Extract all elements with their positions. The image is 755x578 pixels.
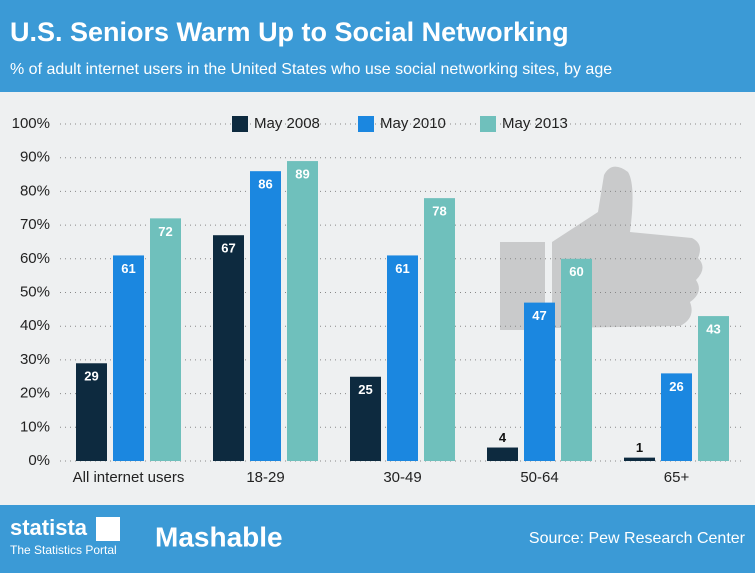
value-label: 25 — [358, 382, 372, 397]
bar — [561, 258, 592, 461]
x-tick-label: 30-49 — [383, 469, 421, 486]
y-tick-label: 100% — [12, 115, 50, 132]
bar — [424, 198, 455, 461]
value-label: 61 — [395, 261, 409, 276]
value-label: 43 — [706, 322, 720, 337]
y-tick-label: 40% — [20, 317, 50, 334]
bar — [524, 302, 555, 461]
value-label: 1 — [636, 440, 643, 455]
bar — [250, 171, 281, 461]
footer-bg — [0, 505, 755, 573]
footer-partner: Mashable — [155, 521, 283, 552]
x-tick-label: 65+ — [664, 469, 690, 486]
legend-label: May 2008 — [254, 115, 320, 132]
y-tick-label: 70% — [20, 216, 50, 233]
legend-swatch — [232, 116, 248, 132]
footer-source: Source: Pew Research Center — [529, 530, 746, 547]
value-label: 4 — [499, 430, 507, 445]
value-label: 61 — [121, 261, 135, 276]
legend-label: May 2010 — [380, 115, 446, 132]
bar — [698, 316, 729, 461]
value-label: 78 — [432, 204, 446, 219]
bar — [76, 363, 107, 461]
legend-swatch — [480, 116, 496, 132]
value-label: 72 — [158, 224, 172, 239]
bar — [350, 376, 381, 461]
value-label: 86 — [258, 177, 272, 192]
value-label: 67 — [221, 241, 235, 256]
value-label: 26 — [669, 379, 683, 394]
bar — [213, 235, 244, 461]
bar — [150, 218, 181, 461]
bar — [624, 457, 655, 461]
legend-label: May 2013 — [502, 115, 568, 132]
value-label: 29 — [84, 369, 98, 384]
chart-title: U.S. Seniors Warm Up to Social Networkin… — [10, 17, 569, 47]
footer-logo: statista — [10, 515, 88, 540]
y-tick-label: 80% — [20, 182, 50, 199]
y-tick-label: 0% — [28, 452, 50, 469]
header-bg — [0, 0, 755, 92]
x-tick-label: All internet users — [73, 469, 185, 486]
bar — [387, 255, 418, 461]
bar — [287, 161, 318, 461]
y-tick-label: 20% — [20, 385, 50, 402]
legend-swatch — [358, 116, 374, 132]
bar — [661, 373, 692, 461]
y-tick-label: 50% — [20, 283, 50, 300]
y-tick-label: 60% — [20, 250, 50, 267]
y-tick-label: 90% — [20, 149, 50, 166]
bar — [487, 447, 518, 461]
x-tick-label: 50-64 — [520, 469, 558, 486]
chart-subtitle: % of adult internet users in the United … — [10, 61, 612, 78]
footer-tagline: The Statistics Portal — [10, 543, 117, 557]
logo-mark — [96, 517, 120, 541]
y-tick-label: 10% — [20, 418, 50, 435]
bar — [113, 255, 144, 461]
x-tick-label: 18-29 — [246, 469, 284, 486]
value-label: 89 — [295, 167, 309, 182]
value-label: 60 — [569, 264, 583, 279]
thumbs-up-icon — [500, 166, 703, 330]
y-tick-label: 30% — [20, 351, 50, 368]
value-label: 47 — [532, 308, 546, 323]
